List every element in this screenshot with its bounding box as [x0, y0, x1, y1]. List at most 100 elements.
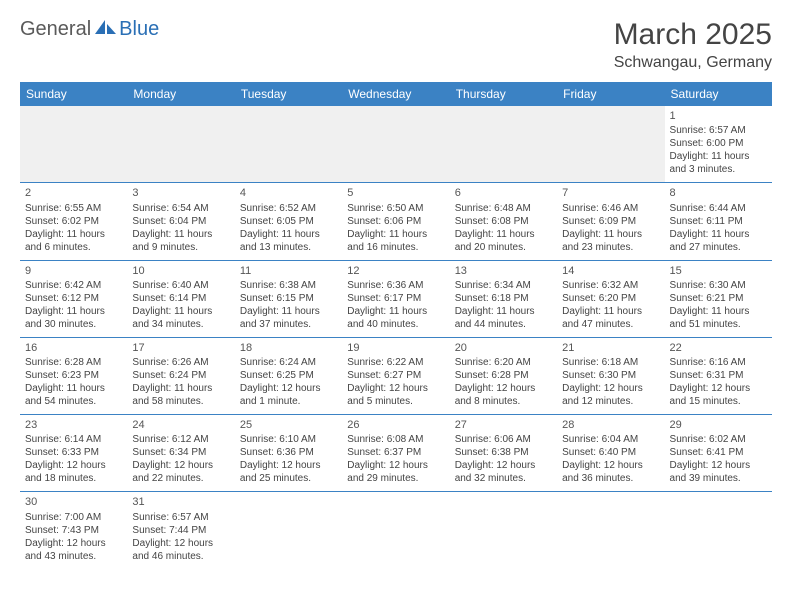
daylight-text: Daylight: 12 hours [25, 537, 122, 550]
sunrise-text: Sunrise: 6:08 AM [347, 433, 444, 446]
sunrise-text: Sunrise: 6:20 AM [455, 356, 552, 369]
daylight-text: and 3 minutes. [670, 163, 767, 176]
calendar-cell [665, 492, 772, 569]
calendar-cell: 28Sunrise: 6:04 AMSunset: 6:40 PMDayligh… [557, 415, 664, 492]
day-number: 21 [562, 341, 659, 355]
day-number: 30 [25, 495, 122, 509]
header: General Blue March 2025 Schwangau, Germa… [20, 18, 772, 72]
day-number: 25 [240, 418, 337, 432]
calendar-cell: 14Sunrise: 6:32 AMSunset: 6:20 PMDayligh… [557, 260, 664, 337]
calendar-cell [342, 106, 449, 183]
sunset-text: Sunset: 6:05 PM [240, 215, 337, 228]
daylight-text: and 39 minutes. [670, 472, 767, 485]
calendar-cell: 6Sunrise: 6:48 AMSunset: 6:08 PMDaylight… [450, 183, 557, 260]
sunset-text: Sunset: 6:27 PM [347, 369, 444, 382]
sunrise-text: Sunrise: 6:10 AM [240, 433, 337, 446]
sunrise-text: Sunrise: 6:55 AM [25, 202, 122, 215]
sunrise-text: Sunrise: 6:02 AM [670, 433, 767, 446]
calendar-cell: 21Sunrise: 6:18 AMSunset: 6:30 PMDayligh… [557, 337, 664, 414]
sunset-text: Sunset: 6:23 PM [25, 369, 122, 382]
calendar-cell: 15Sunrise: 6:30 AMSunset: 6:21 PMDayligh… [665, 260, 772, 337]
day-number: 6 [455, 186, 552, 200]
daylight-text: and 8 minutes. [455, 395, 552, 408]
daylight-text: and 43 minutes. [25, 550, 122, 563]
calendar-cell: 19Sunrise: 6:22 AMSunset: 6:27 PMDayligh… [342, 337, 449, 414]
sunset-text: Sunset: 6:04 PM [132, 215, 229, 228]
calendar-cell: 20Sunrise: 6:20 AMSunset: 6:28 PMDayligh… [450, 337, 557, 414]
sunrise-text: Sunrise: 6:40 AM [132, 279, 229, 292]
sunrise-text: Sunrise: 6:30 AM [670, 279, 767, 292]
daylight-text: and 29 minutes. [347, 472, 444, 485]
sunset-text: Sunset: 6:36 PM [240, 446, 337, 459]
sunrise-text: Sunrise: 6:36 AM [347, 279, 444, 292]
sunrise-text: Sunrise: 6:18 AM [562, 356, 659, 369]
calendar-cell: 8Sunrise: 6:44 AMSunset: 6:11 PMDaylight… [665, 183, 772, 260]
sunset-text: Sunset: 6:02 PM [25, 215, 122, 228]
day-number: 28 [562, 418, 659, 432]
day-number: 13 [455, 264, 552, 278]
daylight-text: Daylight: 11 hours [132, 382, 229, 395]
day-number: 11 [240, 264, 337, 278]
weekday-header: Tuesday [235, 82, 342, 106]
sunrise-text: Sunrise: 6:42 AM [25, 279, 122, 292]
sunset-text: Sunset: 6:38 PM [455, 446, 552, 459]
sunset-text: Sunset: 6:18 PM [455, 292, 552, 305]
daylight-text: Daylight: 12 hours [562, 382, 659, 395]
daylight-text: Daylight: 12 hours [132, 459, 229, 472]
day-number: 15 [670, 264, 767, 278]
day-number: 4 [240, 186, 337, 200]
daylight-text: Daylight: 12 hours [347, 459, 444, 472]
day-number: 19 [347, 341, 444, 355]
calendar-cell: 16Sunrise: 6:28 AMSunset: 6:23 PMDayligh… [20, 337, 127, 414]
day-number: 9 [25, 264, 122, 278]
daylight-text: Daylight: 12 hours [455, 459, 552, 472]
day-number: 16 [25, 341, 122, 355]
day-number: 23 [25, 418, 122, 432]
day-number: 31 [132, 495, 229, 509]
sunset-text: Sunset: 6:09 PM [562, 215, 659, 228]
sunset-text: Sunset: 6:34 PM [132, 446, 229, 459]
sunrise-text: Sunrise: 6:57 AM [132, 511, 229, 524]
daylight-text: Daylight: 12 hours [670, 459, 767, 472]
location: Schwangau, Germany [614, 54, 772, 72]
sunrise-text: Sunrise: 6:32 AM [562, 279, 659, 292]
daylight-text: Daylight: 11 hours [240, 228, 337, 241]
day-number: 18 [240, 341, 337, 355]
calendar-table: Sunday Monday Tuesday Wednesday Thursday… [20, 82, 772, 569]
weekday-header: Saturday [665, 82, 772, 106]
calendar-cell: 24Sunrise: 6:12 AMSunset: 6:34 PMDayligh… [127, 415, 234, 492]
weekday-header-row: Sunday Monday Tuesday Wednesday Thursday… [20, 82, 772, 106]
calendar-cell [450, 106, 557, 183]
daylight-text: Daylight: 12 hours [670, 382, 767, 395]
calendar-cell [235, 106, 342, 183]
day-number: 3 [132, 186, 229, 200]
calendar-cell [557, 492, 664, 569]
calendar-cell: 13Sunrise: 6:34 AMSunset: 6:18 PMDayligh… [450, 260, 557, 337]
logo: General Blue [20, 18, 159, 41]
sunrise-text: Sunrise: 6:52 AM [240, 202, 337, 215]
day-number: 14 [562, 264, 659, 278]
day-number: 12 [347, 264, 444, 278]
day-number: 8 [670, 186, 767, 200]
calendar-cell: 17Sunrise: 6:26 AMSunset: 6:24 PMDayligh… [127, 337, 234, 414]
daylight-text: Daylight: 11 hours [25, 305, 122, 318]
logo-word-1: General [20, 18, 91, 41]
daylight-text: and 25 minutes. [240, 472, 337, 485]
calendar-cell: 11Sunrise: 6:38 AMSunset: 6:15 PMDayligh… [235, 260, 342, 337]
sunrise-text: Sunrise: 6:24 AM [240, 356, 337, 369]
daylight-text: Daylight: 11 hours [455, 228, 552, 241]
calendar-row: 2 Sunrise: 6:55 AMSunset: 6:02 PM Daylight… [20, 183, 772, 260]
calendar-cell: 4 Sunrise: 6:52 AMSunset: 6:05 PMDaylight… [235, 183, 342, 260]
daylight-text: and 30 minutes. [25, 318, 122, 331]
daylight-text: and 5 minutes. [347, 395, 444, 408]
daylight-text: and 22 minutes. [132, 472, 229, 485]
daylight-text: Daylight: 11 hours [670, 150, 767, 163]
calendar-cell: 27Sunrise: 6:06 AMSunset: 6:38 PMDayligh… [450, 415, 557, 492]
sunset-text: Sunset: 6:30 PM [562, 369, 659, 382]
sunrise-text: Sunrise: 6:16 AM [670, 356, 767, 369]
sunset-text: Sunset: 6:14 PM [132, 292, 229, 305]
day-number: 2 [25, 186, 122, 200]
calendar-row: 30Sunrise: 7:00 AMSunset: 7:43 PMDayligh… [20, 492, 772, 569]
daylight-text: Daylight: 11 hours [562, 228, 659, 241]
daylight-text: Daylight: 11 hours [347, 228, 444, 241]
